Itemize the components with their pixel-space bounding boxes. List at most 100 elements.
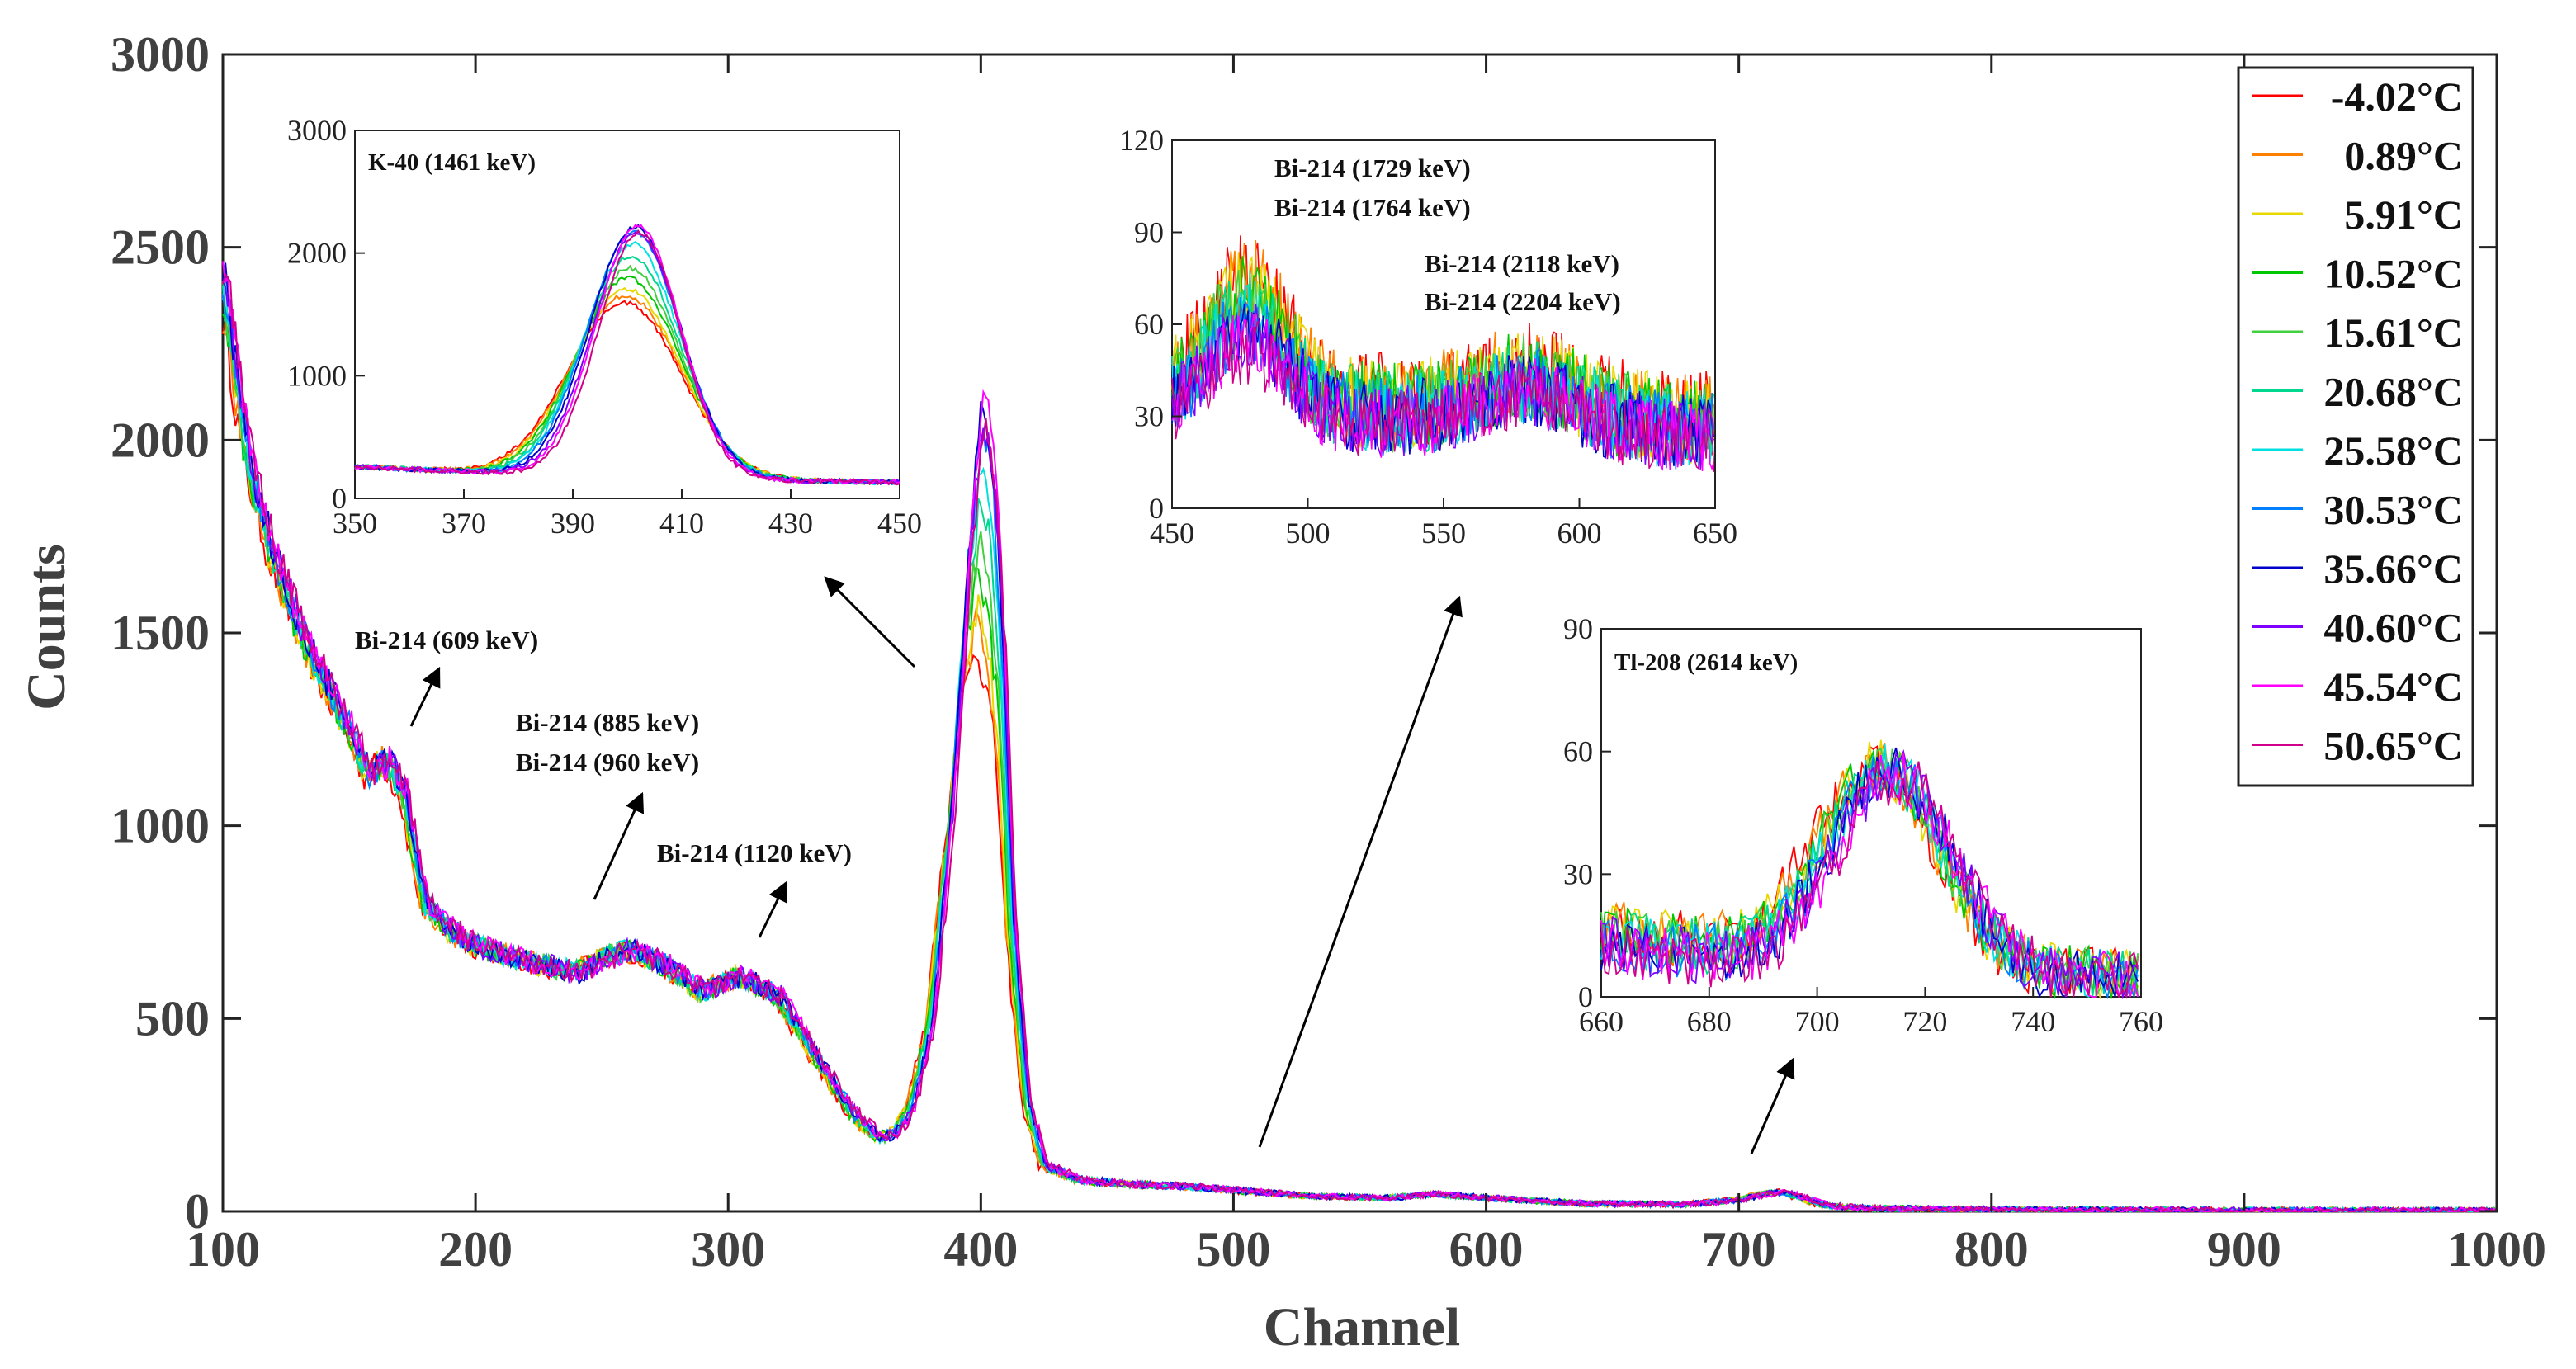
legend-label: 0.89°C <box>2344 133 2463 179</box>
legend-label: 15.61°C <box>2323 309 2463 356</box>
inset-y-tick-label: 90 <box>1134 216 1164 249</box>
inset-x-tick-label: 660 <box>1579 1005 1624 1038</box>
inset-k40-frame <box>354 130 900 499</box>
main-y-tick-label: 1500 <box>111 606 210 660</box>
inset-bi214-high-ticks: 450 500 550 600 650 0 30 60 90 120 <box>1119 124 1737 550</box>
main-x-tick-label: 100 <box>186 1222 260 1277</box>
main-x-tick-label: 200 <box>438 1222 513 1277</box>
inset-tl208: 660 680 700 720 740 760 0 30 60 90 Tl-208 (2614 k… <box>1563 612 2163 1038</box>
arrow-k40 <box>824 576 916 668</box>
inset-x-tick-label: 350 <box>333 507 377 540</box>
inset-y-tick-label: 1000 <box>287 359 347 392</box>
arrow-tl208 <box>1750 1057 1795 1154</box>
inset-y-tick-label: 30 <box>1134 400 1164 433</box>
legend-label: 10.52°C <box>2323 251 2463 297</box>
main-x-tick-label: 700 <box>1702 1222 1776 1277</box>
inset-tl208-series <box>1600 739 2139 1000</box>
arrow-1120 <box>758 880 787 938</box>
legend-box <box>2237 66 2474 787</box>
inset-x-tick-label: 650 <box>1693 517 1737 550</box>
inset-x-tick-label: 390 <box>551 507 595 540</box>
main-series-line <box>222 272 2498 1213</box>
inset-y-tick-label: 0 <box>1149 492 1164 525</box>
main-y-tick-label: 2500 <box>111 220 210 275</box>
annotation-bi214-1120: Bi-214 (1120 keV) <box>657 838 852 867</box>
inset-y-tick-label: 3000 <box>287 114 347 147</box>
annotation-bi214-1729: Bi-214 (1729 keV) <box>1274 153 1471 182</box>
annotation-bi214-609: Bi-214 (609 keV) <box>355 625 538 654</box>
inset-k40-title: K-40 (1461 keV) <box>368 149 536 176</box>
legend-label: 20.68°C <box>2323 369 2463 415</box>
legend-items: -4.02°C 0.89°C 5.91°C 10.52°C 15.61°C 20.68°C… <box>2252 73 2463 769</box>
main-y-tick-label: 2000 <box>111 413 210 467</box>
main-x-tick-label: 400 <box>943 1222 1018 1277</box>
legend-label: 40.60°C <box>2323 605 2463 651</box>
legend-label: 35.66°C <box>2323 545 2463 592</box>
inset-x-tick-label: 680 <box>1687 1005 1732 1038</box>
annotation-bi214-885: Bi-214 (885 keV) <box>516 708 699 737</box>
annotation-bi214-2204: Bi-214 (2204 keV) <box>1425 287 1621 316</box>
main-x-tick-label: 900 <box>2207 1222 2281 1277</box>
inset-x-tick-label: 720 <box>1902 1005 1947 1038</box>
inset-y-tick-label: 60 <box>1134 308 1164 341</box>
main-x-tick-label: 500 <box>1196 1222 1270 1277</box>
main-x-tick-label: 1000 <box>2447 1222 2546 1277</box>
inset-x-tick-label: 740 <box>2011 1005 2055 1038</box>
inset-x-tick-label: 370 <box>442 507 486 540</box>
inset-y-tick-label: 0 <box>1578 980 1593 1013</box>
arrow-885-960 <box>593 791 645 900</box>
inset-tl208-line <box>1600 753 2139 998</box>
inset-bi214-line <box>1171 320 1715 472</box>
main-x-tick-label: 300 <box>691 1222 765 1277</box>
main-x-ticks: 100 200 300 400 500 600 700 800 900 1000 <box>186 54 2546 1277</box>
inset-x-tick-label: 430 <box>768 507 813 540</box>
main-plot-area: 100 200 300 400 500 600 700 800 900 1000 05001000… <box>111 27 2546 1277</box>
inset-tl208-ticks: 660 680 700 720 740 760 0 30 60 90 <box>1563 612 2163 1038</box>
inset-k40-line <box>354 229 900 486</box>
inset-x-tick-label: 700 <box>1795 1005 1840 1038</box>
arrow-bi214-high <box>1258 595 1463 1148</box>
inset-tl208-line <box>1600 760 2139 999</box>
inset-x-tick-label: 550 <box>1421 517 1466 550</box>
inset-x-tick-label: 410 <box>659 507 704 540</box>
inset-k40: 350 370 390 410 430 450 0 1000 2000 3000 K-40 (14… <box>287 114 922 540</box>
inset-y-tick-label: 0 <box>332 482 347 515</box>
legend-label: 50.65°C <box>2323 723 2463 769</box>
arrow-609 <box>409 666 441 727</box>
inset-y-tick-label: 120 <box>1119 124 1164 157</box>
main-y-tick-label: 3000 <box>111 27 210 82</box>
legend-label: 5.91°C <box>2344 191 2463 238</box>
inset-y-tick-label: 90 <box>1563 612 1593 645</box>
legend: -4.02°C 0.89°C 5.91°C 10.52°C 15.61°C 20.68°C… <box>2237 66 2474 787</box>
legend-label: -4.02°C <box>2331 73 2463 120</box>
inset-y-tick-label: 30 <box>1563 857 1593 890</box>
main-series-group <box>222 261 2498 1214</box>
inset-y-tick-label: 2000 <box>287 237 347 270</box>
annotation-bi214-960: Bi-214 (960 keV) <box>516 748 699 777</box>
main-y-tick-label: 1000 <box>111 799 210 853</box>
legend-label: 45.54°C <box>2323 663 2463 710</box>
inset-tl208-title: Tl-208 (2614 keV) <box>1614 649 1798 676</box>
inset-x-tick-label: 450 <box>1150 517 1194 550</box>
main-y-tick-label: 0 <box>185 1184 210 1239</box>
main-x-tick-label: 800 <box>1954 1222 2029 1277</box>
annotation-bi214-1764: Bi-214 (1764 keV) <box>1274 193 1471 222</box>
legend-label: 30.53°C <box>2323 487 2463 533</box>
main-x-tick-label: 600 <box>1449 1222 1524 1277</box>
inset-bi214-high: 450 500 550 600 650 0 30 60 90 120 <box>1119 124 1737 550</box>
inset-k40-ticks: 350 370 390 410 430 450 0 1000 2000 3000 <box>287 114 922 540</box>
annotation-arrows <box>409 576 1795 1154</box>
inset-x-tick-label: 500 <box>1286 517 1331 550</box>
legend-label: 25.58°C <box>2323 427 2463 474</box>
inset-y-tick-label: 60 <box>1563 735 1593 768</box>
inset-x-tick-label: 600 <box>1557 517 1602 550</box>
inset-x-tick-label: 760 <box>2119 1005 2163 1038</box>
inset-x-tick-label: 450 <box>877 507 922 540</box>
inset-bi214-high-series <box>1171 235 1715 472</box>
inset-k40-series <box>354 224 900 486</box>
annotation-bi214-2118: Bi-214 (2118 keV) <box>1425 249 1619 278</box>
x-axis-title: Channel <box>1264 1297 1460 1357</box>
y-axis-title: Counts <box>17 544 77 710</box>
